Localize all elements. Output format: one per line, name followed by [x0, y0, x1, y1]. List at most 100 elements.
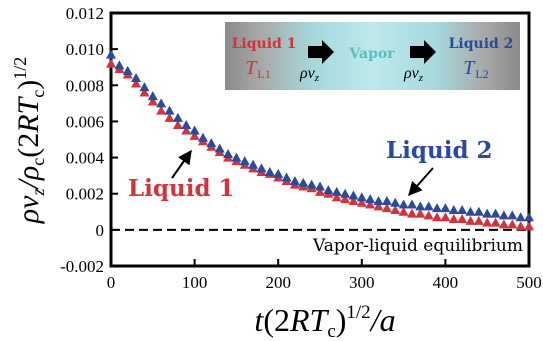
y-tick-label: 0.008	[66, 76, 104, 95]
data-point	[390, 204, 401, 214]
data-point	[214, 143, 225, 153]
data-point	[340, 194, 351, 204]
data-point	[440, 203, 451, 213]
series-layer	[106, 49, 534, 231]
data-point	[172, 120, 183, 130]
x-tick-label: 0	[107, 273, 116, 292]
data-point	[457, 204, 468, 214]
data-point	[373, 201, 384, 211]
data-point	[256, 163, 267, 173]
data-point	[448, 214, 459, 224]
plot-frame	[109, 11, 531, 268]
data-point	[223, 148, 234, 158]
data-point	[473, 206, 484, 216]
inset-t2: TL2	[463, 57, 488, 81]
data-point	[406, 208, 417, 218]
data-point	[473, 215, 484, 225]
data-point	[197, 132, 208, 142]
data-point	[164, 112, 175, 122]
data-point	[432, 212, 443, 222]
data-point	[147, 91, 158, 101]
data-point	[465, 215, 476, 225]
data-point	[348, 190, 359, 200]
data-point	[423, 201, 434, 211]
data-point	[507, 210, 518, 220]
data-point	[106, 58, 116, 68]
data-point	[482, 208, 493, 218]
x-tick-label: 400	[433, 273, 459, 292]
data-point	[122, 65, 133, 75]
y-tick-label: 0.010	[66, 40, 104, 59]
y-axis-ticks: -0.002 0 0.002 0.004 0.006 0.008 0.010 0.012	[60, 4, 118, 276]
inset-background	[225, 22, 520, 90]
data-point	[323, 185, 334, 195]
data-point	[331, 186, 342, 196]
x-tick-label: 100	[182, 273, 208, 292]
x-axis-title: t(2RTc)1/2/a	[254, 302, 395, 341]
data-point	[381, 195, 392, 205]
data-point	[390, 197, 401, 207]
data-point	[172, 112, 183, 122]
data-point	[373, 195, 384, 205]
data-point	[315, 181, 325, 191]
data-point	[306, 179, 317, 189]
data-point	[106, 49, 116, 59]
data-point	[264, 167, 275, 177]
data-point	[448, 204, 459, 214]
data-point	[524, 221, 534, 231]
data-point	[156, 105, 167, 115]
data-point	[381, 203, 392, 213]
liquid2-annotation: Liquid 2	[386, 137, 493, 164]
data-point	[398, 199, 409, 209]
data-point	[248, 159, 259, 169]
data-point	[524, 212, 534, 222]
inset-liquid2-label: Liquid 2	[449, 36, 514, 52]
data-point	[156, 98, 167, 108]
data-point	[239, 156, 250, 166]
inset-flux2: ρvz	[403, 65, 424, 84]
data-point	[164, 105, 175, 115]
data-point	[114, 60, 125, 70]
y-tick-label: 0	[96, 221, 105, 240]
series-2	[106, 49, 534, 222]
data-point	[490, 208, 501, 218]
data-point	[298, 177, 309, 187]
y-tick-label: -0.002	[60, 257, 104, 276]
data-point	[356, 192, 367, 202]
data-point	[415, 201, 426, 211]
data-point	[189, 130, 200, 140]
data-point	[340, 188, 351, 198]
inset-vapor-label: Vapor	[348, 46, 395, 62]
data-point	[139, 82, 150, 92]
x-axis-ticks: 0 100 200 300 400 500	[107, 259, 542, 292]
data-point	[498, 210, 509, 220]
data-point	[181, 125, 192, 135]
data-point	[231, 152, 242, 162]
data-point	[507, 219, 518, 229]
data-point	[365, 194, 376, 204]
data-point	[281, 172, 292, 182]
inset-arrow-right-icon	[410, 40, 436, 64]
liquid1-arrow	[171, 149, 192, 179]
data-point	[131, 73, 142, 83]
x-tick-label: 200	[265, 273, 291, 292]
data-point	[356, 197, 367, 207]
y-axis-title: ρvz/ρc(2RTc)1/2	[10, 57, 48, 225]
liquid2-arrow	[408, 167, 434, 197]
data-point	[365, 199, 376, 209]
y-tick-label: 0.002	[66, 185, 104, 204]
data-point	[206, 138, 217, 148]
data-point	[465, 206, 476, 216]
data-point	[331, 192, 342, 202]
data-point	[348, 195, 359, 205]
data-point	[273, 168, 284, 178]
data-point	[515, 221, 526, 231]
data-point	[289, 176, 300, 186]
inset-t1: TL1	[245, 57, 270, 81]
y-tick-label: 0.004	[66, 149, 105, 168]
data-point	[490, 217, 501, 227]
inset-liquid1-label: Liquid 1	[232, 36, 297, 52]
data-point	[189, 125, 200, 135]
liquid1-annotation: Liquid 1	[128, 175, 235, 202]
